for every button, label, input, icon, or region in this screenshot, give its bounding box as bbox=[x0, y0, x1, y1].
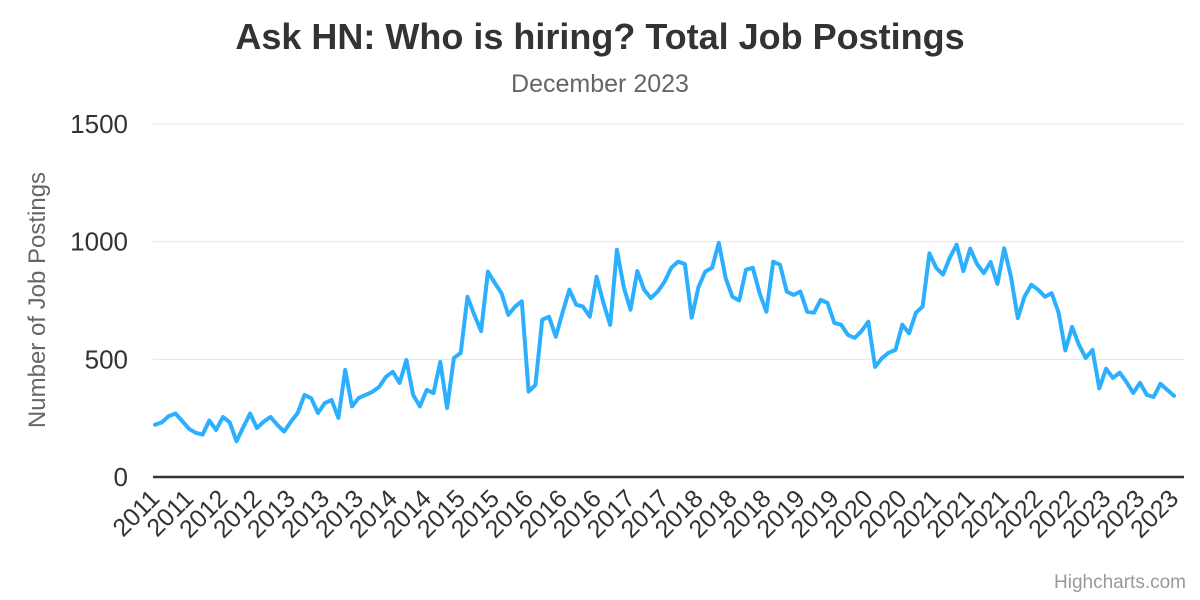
series-line[interactable] bbox=[153, 240, 1176, 444]
highcharts-credits-link[interactable]: Highcharts.com bbox=[1054, 572, 1186, 593]
y-axis-title: Number of Job Postings bbox=[24, 171, 51, 429]
y-axis-label: 0 bbox=[114, 462, 128, 492]
y-axis-label: 500 bbox=[85, 344, 128, 374]
chart-subtitle: December 2023 bbox=[511, 70, 689, 98]
y-axis-label: 1000 bbox=[70, 227, 128, 257]
y-axis-label: 1500 bbox=[70, 109, 128, 139]
chart-title: Ask HN: Who is hiring? Total Job Posting… bbox=[235, 16, 965, 57]
